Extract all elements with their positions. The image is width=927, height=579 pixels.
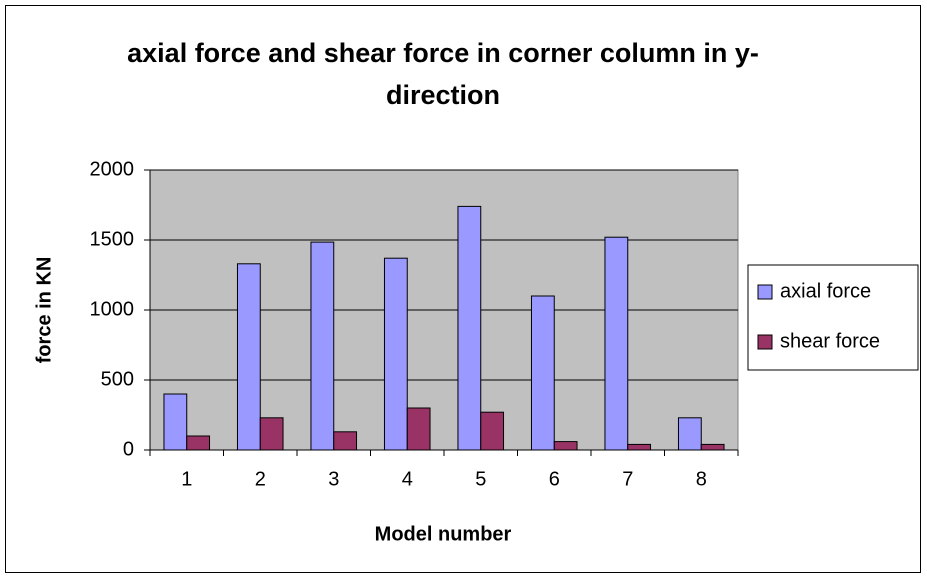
bar bbox=[236, 263, 261, 451]
legend-swatch bbox=[757, 284, 773, 300]
y-tick-label: 1000 bbox=[90, 298, 135, 320]
legend-label: axial force bbox=[780, 280, 871, 302]
x-tick-label: 6 bbox=[549, 468, 560, 490]
bar bbox=[333, 431, 358, 451]
x-tick-label: 7 bbox=[622, 468, 633, 490]
bar bbox=[457, 205, 482, 451]
bar bbox=[530, 295, 555, 451]
chart-title: axial force and shear force in corner co… bbox=[127, 38, 759, 68]
bar bbox=[553, 441, 578, 451]
bar bbox=[163, 393, 188, 451]
bar bbox=[406, 407, 431, 451]
y-tick-label: 500 bbox=[101, 368, 134, 390]
x-tick-label: 1 bbox=[181, 468, 192, 490]
chart-title: direction bbox=[386, 80, 500, 110]
legend bbox=[747, 264, 919, 371]
legend-swatch bbox=[757, 334, 773, 350]
x-tick-label: 5 bbox=[475, 468, 486, 490]
bar bbox=[677, 417, 702, 451]
y-tick-label: 0 bbox=[123, 438, 134, 460]
bar bbox=[604, 236, 629, 451]
bar bbox=[186, 435, 211, 451]
x-axis-title: Model number bbox=[375, 523, 512, 545]
bar bbox=[383, 257, 408, 451]
bar bbox=[627, 443, 652, 451]
y-tick-label: 2000 bbox=[90, 158, 135, 180]
x-tick-label: 3 bbox=[328, 468, 339, 490]
y-tick-label: 1500 bbox=[90, 228, 135, 250]
bar bbox=[480, 411, 505, 451]
x-tick-label: 8 bbox=[696, 468, 707, 490]
bar bbox=[310, 241, 335, 451]
legend-label: shear force bbox=[780, 330, 880, 352]
bar bbox=[700, 443, 725, 451]
y-axis-title: force in KN bbox=[33, 257, 55, 364]
x-tick-label: 2 bbox=[255, 468, 266, 490]
x-tick-label: 4 bbox=[402, 468, 413, 490]
bar bbox=[259, 417, 284, 451]
